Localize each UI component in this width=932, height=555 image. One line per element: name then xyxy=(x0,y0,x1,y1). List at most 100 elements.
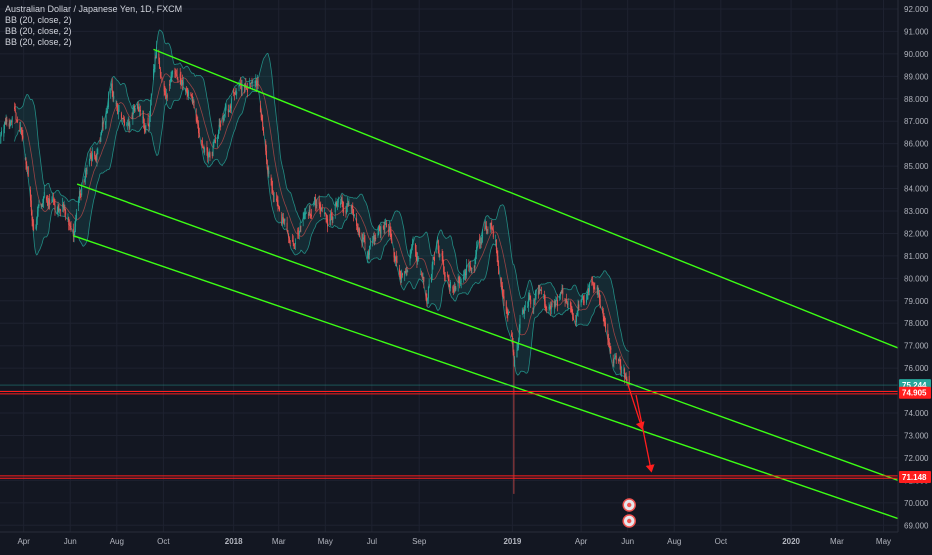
candle-body xyxy=(284,218,286,222)
candle-body xyxy=(594,288,596,290)
time-tick-label: Jul xyxy=(367,537,377,546)
candle-body xyxy=(138,110,140,112)
candle-body xyxy=(30,189,31,201)
candle-body xyxy=(490,223,492,226)
candle-body xyxy=(454,286,456,290)
candle-body xyxy=(316,204,318,206)
time-tick-label: 2019 xyxy=(503,537,521,546)
candle-body xyxy=(279,207,280,211)
candle-body xyxy=(609,345,611,349)
candle-body xyxy=(321,208,323,209)
candle-body xyxy=(179,73,181,79)
candle-body xyxy=(507,313,509,315)
candle-body xyxy=(302,218,304,220)
candle-body xyxy=(535,291,537,297)
candle-body xyxy=(564,298,566,301)
candle-body xyxy=(384,223,386,229)
candle-body xyxy=(59,209,61,211)
candle-body xyxy=(340,202,342,205)
trend-line-lower-channel xyxy=(73,235,899,520)
candle-body xyxy=(473,267,475,269)
candle-body xyxy=(599,299,601,308)
candle-body xyxy=(566,299,568,303)
candle-body xyxy=(180,78,182,85)
candle-body xyxy=(271,179,273,188)
candle-body xyxy=(86,169,88,172)
level-price-tag: 71.148 xyxy=(899,471,931,484)
candle-body xyxy=(347,203,349,205)
candle-body xyxy=(453,288,455,293)
price-tick-label: 90.000 xyxy=(904,50,929,59)
candle-body xyxy=(433,256,435,258)
candle-body xyxy=(358,229,360,231)
candle-body xyxy=(20,127,22,133)
candle-body xyxy=(501,283,503,286)
candle-body xyxy=(218,124,220,134)
candle-body xyxy=(298,231,300,235)
candle-body xyxy=(363,237,365,242)
candle-body xyxy=(572,313,574,319)
candle-body xyxy=(74,226,76,233)
candle-body xyxy=(485,225,487,229)
candle-body xyxy=(4,122,6,130)
candle-body xyxy=(550,303,552,310)
candle-body xyxy=(229,105,231,111)
candle-body xyxy=(407,270,409,272)
candle-body xyxy=(411,244,413,248)
candle-body xyxy=(40,204,42,206)
candle-body xyxy=(311,215,313,217)
price-tick-label: 81.000 xyxy=(904,252,929,261)
candle-body xyxy=(38,204,40,207)
candle-body xyxy=(57,204,59,212)
candle-body xyxy=(204,148,206,153)
candle-body xyxy=(585,299,587,303)
candle-body xyxy=(417,258,419,262)
candle-body xyxy=(455,287,457,290)
candle-body xyxy=(79,191,81,194)
candle-body xyxy=(169,84,170,86)
candle-body xyxy=(101,130,103,135)
candle-body xyxy=(587,289,589,293)
projection-arrow xyxy=(627,383,645,430)
candle-body xyxy=(442,255,444,264)
candle-body xyxy=(294,243,296,245)
candle-body xyxy=(174,71,176,73)
candle-body xyxy=(624,373,626,378)
candle-body xyxy=(561,288,563,294)
candle-body xyxy=(378,225,380,233)
bb-indicator-2[interactable]: BB (20, close, 2) xyxy=(5,26,72,36)
candle-body xyxy=(457,277,459,287)
candle-body xyxy=(21,132,23,136)
bb-indicator-3[interactable]: BB (20, close, 2) xyxy=(5,37,72,47)
candle-body xyxy=(592,283,594,287)
candle-body xyxy=(521,312,523,315)
candle-body xyxy=(484,227,486,229)
candle-body xyxy=(127,123,128,125)
candle-body xyxy=(49,199,51,205)
candle-body xyxy=(327,218,329,227)
candle-body xyxy=(33,223,35,230)
candle-body xyxy=(502,285,503,295)
candle-body xyxy=(207,150,209,158)
candle-body xyxy=(51,199,53,202)
candle-body xyxy=(469,265,471,268)
candle-body xyxy=(62,204,64,208)
candle-body xyxy=(573,318,574,320)
bb-indicator-1[interactable]: BB (20, close, 2) xyxy=(5,15,72,25)
candle-body xyxy=(332,217,334,220)
candle-body xyxy=(517,347,519,350)
candle-body xyxy=(405,271,406,273)
symbol-title[interactable]: Australian Dollar / Japanese Yen, 1D, FX… xyxy=(5,4,183,14)
candle-body xyxy=(389,226,391,231)
candle-body xyxy=(266,150,267,161)
candle-body xyxy=(3,129,5,137)
level-price-tag-text: 71.148 xyxy=(902,473,927,482)
candle-body xyxy=(272,192,274,196)
candle-body xyxy=(412,242,414,245)
candle-body xyxy=(70,226,72,228)
price-tick-label: 89.000 xyxy=(904,72,929,81)
candle-body xyxy=(224,114,225,116)
candle-body xyxy=(492,229,494,238)
